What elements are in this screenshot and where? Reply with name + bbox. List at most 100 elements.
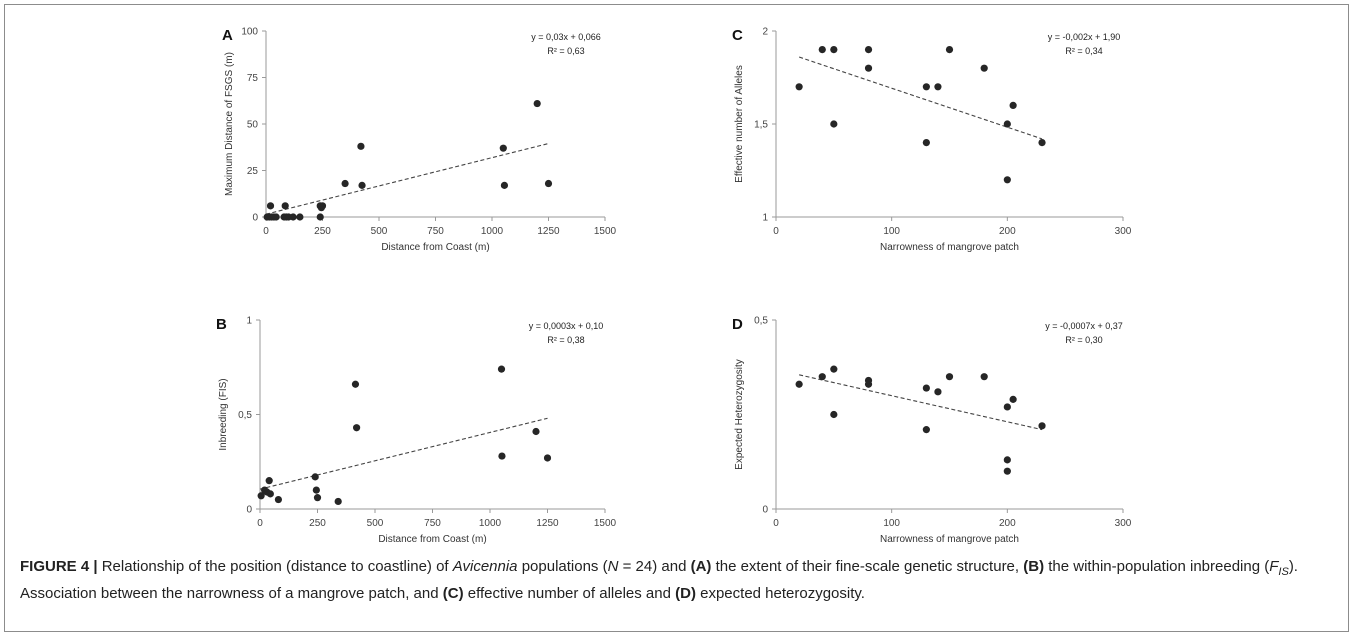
panel-d-data-point [1003,467,1011,475]
caption-figure-label: FIGURE 4 | [20,558,98,575]
panel-b-y-tick-label: 1 [246,316,252,327]
panel-a-x-tick-label: 1000 [481,226,504,237]
panel-d-data-point [1003,456,1011,464]
panel-a-label: A [222,27,233,44]
panel-b-data-point [313,494,322,502]
panel-c-data-point [1038,139,1046,147]
caption-segment: ). Association between the narrowness of… [20,558,1298,602]
panel-d-data-point [1009,395,1017,403]
panel-a-y-tick-label: 100 [241,27,258,38]
caption-segment: the extent of their fine-scale genetic s… [711,558,1024,575]
panel-c-x-axis-title: Narrowness of mangrove patch [880,242,1019,253]
panel-d-data-point [922,384,930,392]
panel-a-r-squared: R² = 0,63 [547,46,584,56]
panel-a-data-point [500,181,509,189]
panel-b-data-point [311,473,319,481]
panel-c-y-tick-label: 1 [762,213,768,224]
panel-c-y-axis-title: Effective number of Alleles [734,65,745,183]
caption-segment: (A) [690,558,712,575]
panel-d-data-point [934,388,942,396]
panel-d-label: D [732,316,743,333]
panel-a-y-tick-label: 50 [247,120,259,131]
caption-segment: expected heterozygosity. [695,585,865,602]
caption-body: Relationship of the position (distance t… [20,558,1298,602]
panel-d-r-squared: R² = 0,30 [1065,335,1102,345]
panel-b-data-point [257,492,265,500]
panel-c-data-point [1009,101,1017,109]
panel-b-y-tick-label: 0,5 [238,410,252,421]
panel-a-x-tick-label: 1500 [594,226,617,237]
panel-a-data-point [533,99,541,108]
panel-d-equation: y = -0,0007x + 0,37 [1045,321,1123,331]
panel-a-x-tick-label: 750 [427,226,444,237]
panel-d-x-tick-label: 300 [1115,518,1132,529]
panel-c-data-point [922,139,930,147]
panel-c-label: C [732,27,743,44]
panel-a-y-axis-title: Maximum Distance of FSGS (m) [224,52,235,196]
panel-b-x-axis-title: Distance from Coast (m) [378,534,486,545]
panel-d-data-point [922,426,930,434]
panel-c-x-tick-label: 200 [999,226,1016,237]
panel-b-y-tick-label: 0 [246,505,252,516]
panel-c-data-point [818,46,826,54]
panel-b-y-axis-title: Inbreeding (FIS) [218,378,229,450]
panel-c-data-point [830,120,838,128]
panel-b-trendline [259,417,548,490]
caption-segment: IS [1278,566,1289,578]
panel-a-x-axis-title: Distance from Coast (m) [381,242,489,253]
panel-a-x-tick-label: 250 [314,226,331,237]
panel-c-data-point [980,64,988,72]
panel-b-data-point [532,427,540,436]
panel-d-data-point [1038,422,1046,430]
panel-a-y-tick-label: 25 [247,166,259,177]
panel-b-data-point [353,424,361,432]
panel-c-data-point [934,83,942,91]
panel-a-data-point [544,179,553,188]
panel-b-data-point [334,497,342,506]
panel-b-data-point [312,486,320,494]
panel-b-label: B [216,316,227,333]
panel-c-x-tick-label: 0 [773,226,779,237]
panel-c-data-point [922,83,930,91]
panel-a-x-tick-label: 0 [263,226,269,237]
panel-c-y-tick-label: 1,5 [754,120,768,131]
panel-c-equation: y = -0,002x + 1,90 [1048,32,1121,42]
caption-segment: (D) [675,585,696,602]
panel-b-x-tick-label: 250 [309,518,326,529]
panel-a-equation: y = 0,03x + 0,066 [531,32,601,42]
panel-a-data-point [316,213,324,221]
panel-a-data-point [358,181,366,189]
caption-segment: (B) [1023,558,1045,575]
panel-a-data-point [289,213,297,221]
caption-segment: effective number of alleles and [463,585,676,602]
panel-b-data-point [351,380,360,388]
panel-d-x-axis-title: Narrowness of mangrove patch [880,534,1019,545]
caption-segment: Relationship of the position (distance t… [97,558,453,575]
panel-b-data-point [543,454,552,462]
caption-segment: = 24) and [618,558,691,575]
panel-b-x-tick-label: 1000 [479,518,502,529]
caption-segment: F [1269,558,1279,575]
panel-b-x-tick-label: 1250 [536,518,559,529]
panel-b-x-tick-label: 1500 [594,518,617,529]
panel-d-x-tick-label: 0 [773,518,779,529]
panel-c-r-squared: R² = 0,34 [1065,46,1102,56]
panel-a-data-point [281,202,289,210]
panel-c-x-tick-label: 100 [883,226,900,237]
panel-a-y-tick-label: 75 [247,73,259,84]
caption-segment: Avicennia [452,558,518,575]
panel-b-x-tick-label: 0 [257,518,263,529]
panel-c-trendline [798,56,1043,140]
panel-b-x-tick-label: 500 [367,518,384,529]
panel-d-y-tick-label: 0 [762,505,768,516]
panel-a-data-point [341,179,349,188]
panel-a-data-point [318,202,327,210]
panel-d-y-axis-title: Expected Heterozygosity [734,359,745,470]
panel-b-data-point [498,452,506,460]
panel-a-trendline [265,142,549,215]
panel-d-data-point [818,373,826,381]
panel-d-data-point [864,380,873,388]
panel-d-data-point [945,373,954,381]
panel-d-y-tick-label: 0,5 [754,316,768,327]
panel-c-x-tick-label: 300 [1115,226,1132,237]
